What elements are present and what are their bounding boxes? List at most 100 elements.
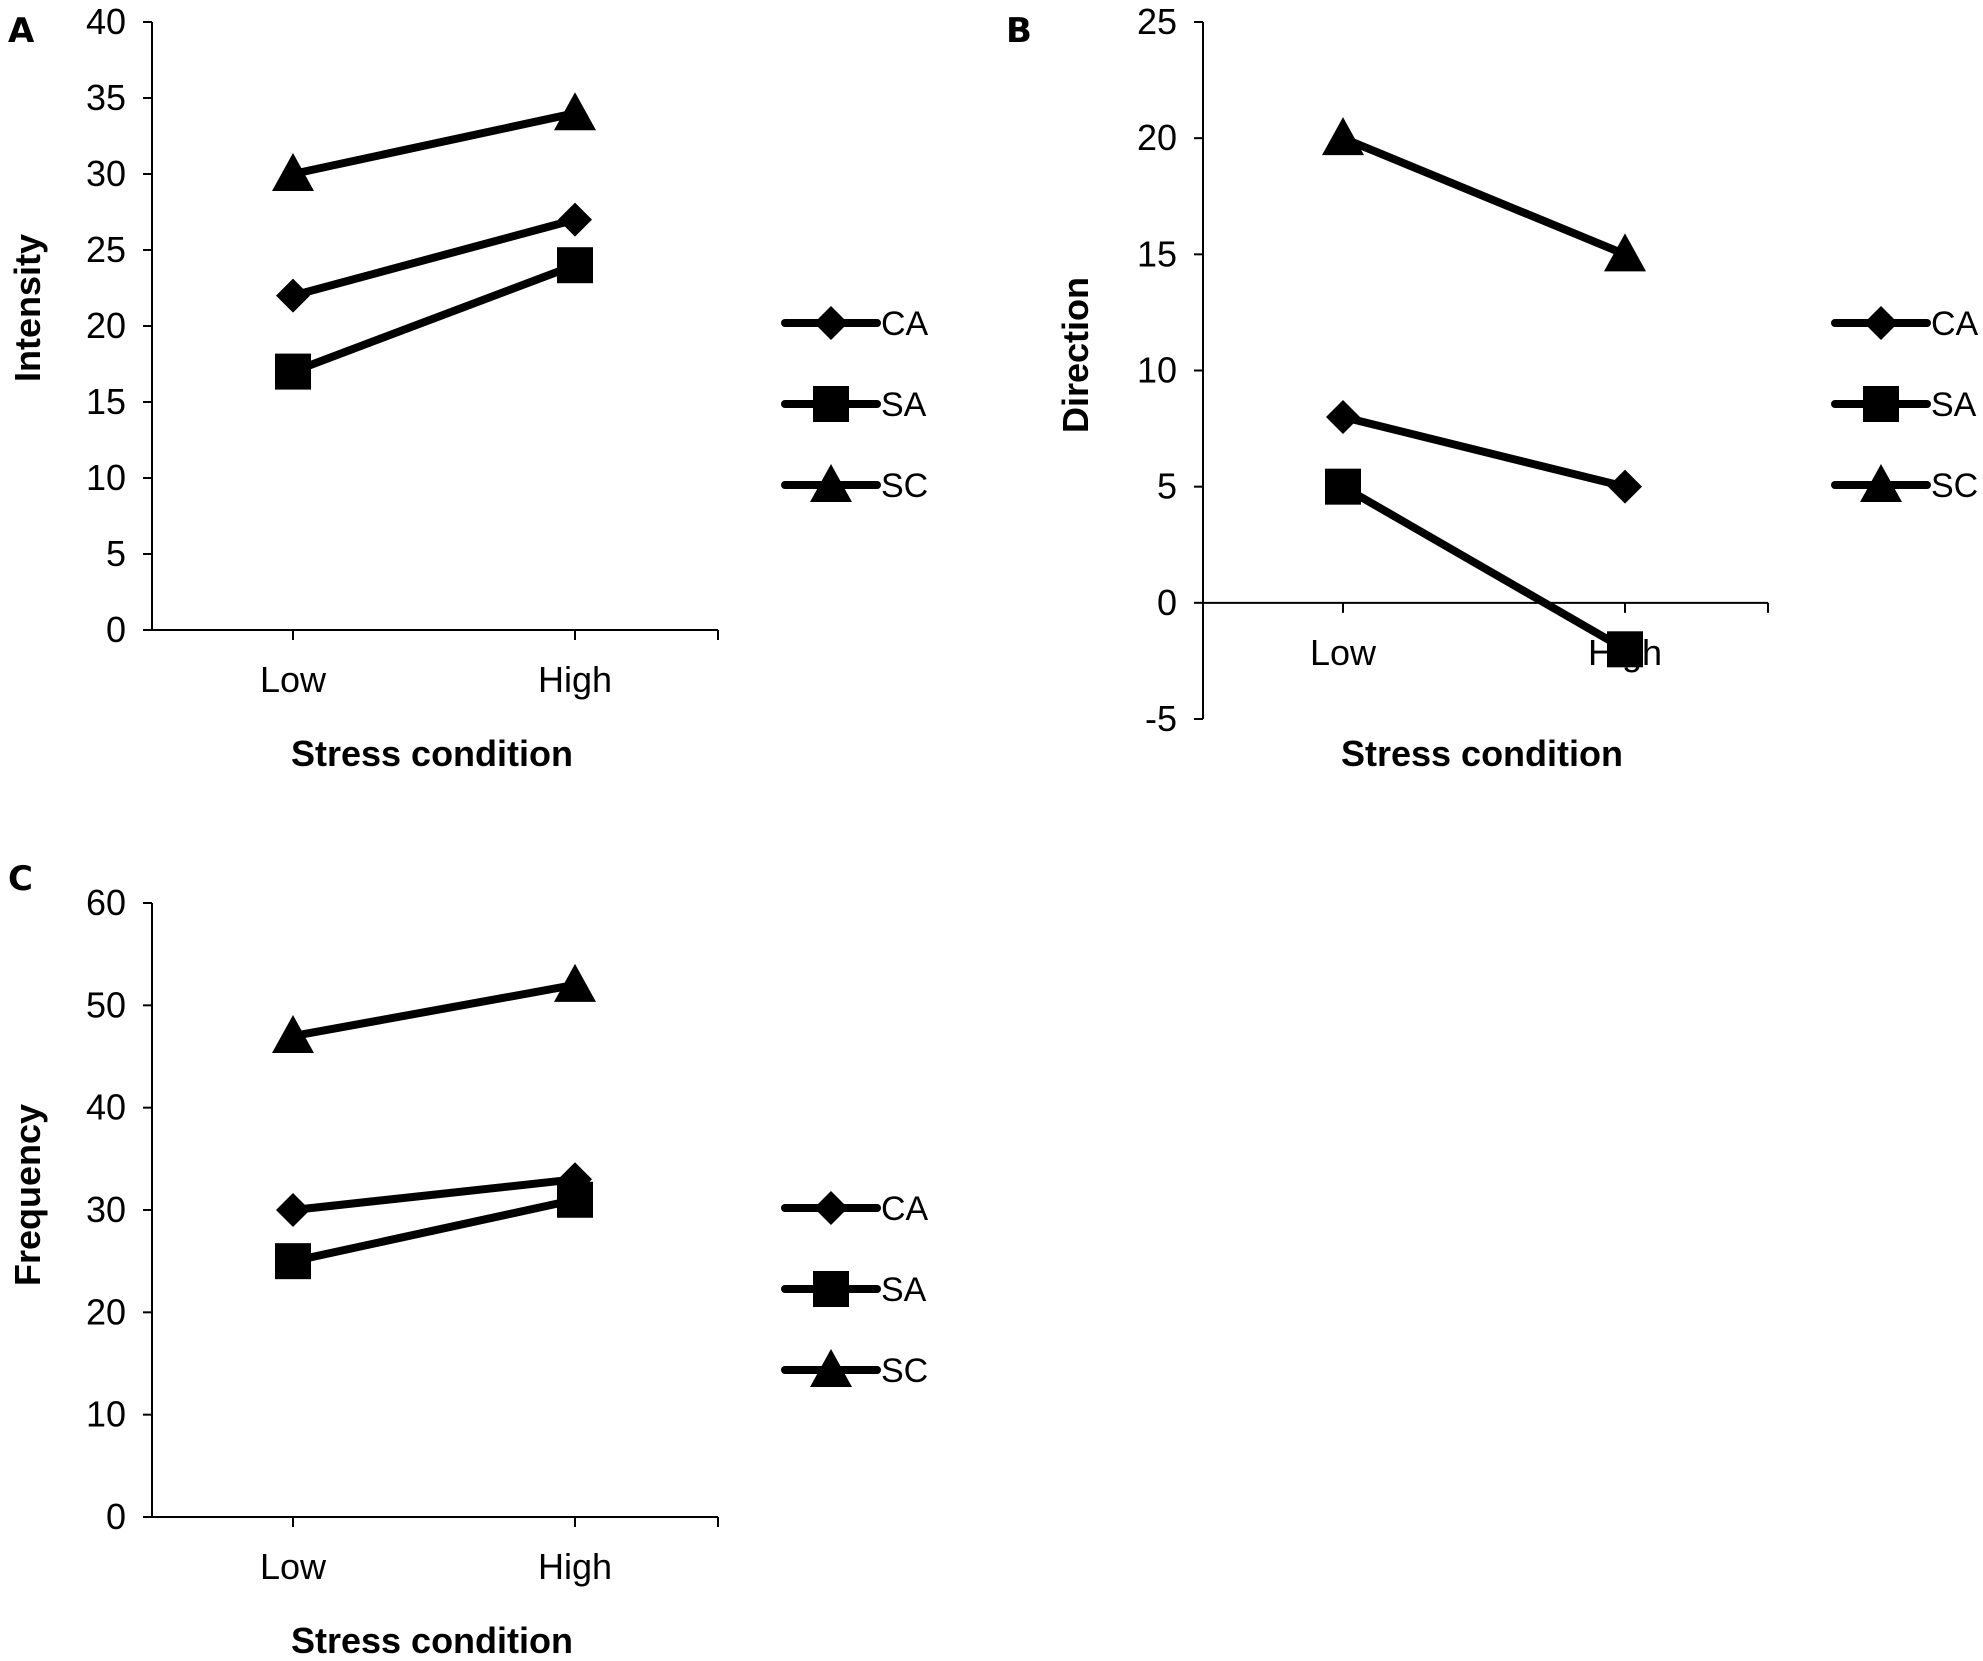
- panel-b-line-ca: [1339, 412, 1629, 491]
- panel-b-legend-label-ca: CA: [1931, 305, 1979, 343]
- panel-a-point-sa-high: [557, 247, 593, 284]
- panel-a-x-tick-label-low: Low: [260, 659, 327, 700]
- panel-a-series-sa: [275, 247, 593, 390]
- panel-b-y-tick-label: 15: [1137, 233, 1177, 274]
- panel-c-y-tick-label: 10: [86, 1394, 126, 1435]
- panel-a-y-ticks: 0 5 10 15 20 25 30 35 40: [86, 1, 152, 650]
- panel-b-x-axis-title: Stress condition: [1341, 733, 1623, 774]
- panel-c-y-axis-title: Frequency: [7, 1104, 48, 1286]
- panel-a-line-sa: [289, 261, 579, 376]
- panel-a-series-sc: [272, 92, 596, 191]
- panel-c-letter: C: [8, 859, 33, 899]
- panel-b-y-tick-label: -5: [1145, 698, 1177, 739]
- panel-a-legend-marker-sa: [813, 386, 849, 422]
- panel-c-legend-marker-sa: [813, 1271, 849, 1307]
- panel-a-y-tick-label: 10: [86, 457, 126, 498]
- panel-b-y-tick-label: 10: [1137, 350, 1177, 391]
- panel-c-point-sa-low: [275, 1243, 311, 1280]
- panel-a-axes: [151, 22, 718, 631]
- panel-b-legend-item-sc[interactable]: SC: [1831, 464, 1978, 505]
- panel-c-line-sc: [289, 980, 579, 1041]
- panel-a-y-tick-label: 30: [86, 153, 126, 194]
- panel-b-point-ca-low: [1326, 399, 1360, 434]
- panel-c-legend-marker-sc: [810, 1349, 852, 1387]
- panel-a-line-sc: [289, 109, 579, 178]
- panel-a-y-tick-label: 25: [86, 229, 126, 270]
- panel-c-y-tick-label: 50: [86, 984, 126, 1025]
- panel-b-y-axis-title: Direction: [1055, 277, 1096, 433]
- panel-b-legend-marker-sa: [1863, 386, 1899, 422]
- panel-c-line-ca: [289, 1175, 579, 1214]
- panel-b-legend-item-sa[interactable]: SA: [1831, 386, 1977, 424]
- panel-c-y-tick-label: 0: [106, 1496, 126, 1537]
- panel-b-legend-marker-sc: [1860, 464, 1902, 502]
- panel-c-series-sa: [275, 1181, 593, 1280]
- panel-c-legend-item-sc[interactable]: SC: [781, 1349, 928, 1390]
- panel-c-legend[interactable]: CA SA SC: [781, 1190, 929, 1390]
- panel-c-chart: C Frequency Stress condition 0 10 20 30 40 50…: [7, 859, 929, 1661]
- panel-a-series-ca: [276, 202, 592, 313]
- panel-c-point-sc-high: [554, 963, 596, 1002]
- panel-b-line-sa: [1339, 482, 1629, 654]
- panel-c-legend-marker-ca: [814, 1191, 848, 1225]
- panel-a-legend-label-sa: SA: [881, 386, 927, 424]
- panel-c-series: [272, 963, 596, 1280]
- panel-c-series-sc: [272, 963, 596, 1054]
- panel-c-x-tick-label-high: High: [538, 1546, 612, 1587]
- panel-a-letter: A: [8, 11, 35, 51]
- panel-a-y-tick-label: 20: [86, 305, 126, 346]
- panel-b-point-sc-high: [1604, 233, 1646, 272]
- panel-a-y-tick-label: 35: [86, 77, 126, 118]
- panel-c-axes: [151, 903, 718, 1518]
- panel-c-legend-label-sc: SC: [881, 1352, 928, 1390]
- panel-b-legend-label-sc: SC: [1931, 467, 1978, 505]
- panel-a-x-axis-title: Stress condition: [291, 733, 573, 774]
- panel-c-y-tick-label: 30: [86, 1189, 126, 1230]
- panel-b-legend-label-sa: SA: [1931, 386, 1977, 424]
- panel-a-y-axis-title: Intensity: [7, 234, 48, 382]
- panel-a-line-ca: [289, 215, 579, 300]
- panel-b-point-ca-high: [1608, 469, 1642, 504]
- panel-b-legend-item-ca[interactable]: CA: [1831, 305, 1979, 343]
- panel-a-series: [272, 92, 596, 390]
- panel-c-x-axis-title: Stress condition: [291, 1620, 573, 1661]
- panel-c-point-sc-low: [272, 1015, 314, 1054]
- panel-a-legend-item-sc[interactable]: SC: [781, 464, 928, 505]
- panel-a-point-ca-high: [558, 202, 592, 237]
- panel-c-legend-label-ca: CA: [881, 1190, 929, 1228]
- panel-b-legend-marker-ca: [1864, 306, 1898, 340]
- panel-c-line-sa: [289, 1195, 579, 1266]
- panel-b-point-sa-high: [1607, 631, 1643, 668]
- panel-c-x-ticks: Low High: [260, 1517, 719, 1587]
- panel-a-y-tick-label: 0: [106, 609, 126, 650]
- panel-b-legend[interactable]: CA SA SC: [1831, 305, 1979, 505]
- panel-b-series-sa: [1325, 468, 1643, 668]
- panel-b-point-sc-low: [1322, 117, 1364, 156]
- panel-b-letter: B: [1006, 11, 1032, 51]
- panel-b-x-tick-label-low: Low: [1310, 632, 1377, 673]
- panel-c-legend-item-sa[interactable]: SA: [781, 1271, 927, 1309]
- panel-c-series-ca: [276, 1162, 592, 1227]
- panel-a-x-ticks: Low High: [260, 630, 719, 700]
- panel-b-y-tick-label: 0: [1157, 582, 1177, 623]
- panel-a-legend-label-sc: SC: [881, 467, 928, 505]
- panel-a-chart: A Intensity Stress condition 0 5 10 15 20 25 3…: [7, 1, 929, 774]
- panel-b-axes: [1202, 22, 1768, 719]
- panel-b-chart: B Direction Stress condition -5 0 5 10 15 20 2…: [1006, 1, 1979, 774]
- panel-a-y-tick-label: 15: [86, 381, 126, 422]
- panel-c-y-ticks: 0 10 20 30 40 50 60: [86, 882, 152, 1537]
- panel-a-legend-item-ca[interactable]: CA: [781, 305, 929, 343]
- panel-a-point-ca-low: [276, 278, 310, 313]
- panel-c-legend-item-ca[interactable]: CA: [781, 1190, 929, 1228]
- panel-b-series-ca: [1326, 399, 1642, 504]
- panel-b-point-sa-low: [1325, 468, 1361, 505]
- panel-a-legend-marker-ca: [814, 306, 848, 340]
- panel-a-point-sc-low: [272, 153, 314, 191]
- panel-a-x-tick-label-high: High: [538, 659, 612, 700]
- panel-b-y-tick-label: 25: [1137, 1, 1177, 42]
- panel-c-legend-label-sa: SA: [881, 1271, 927, 1309]
- panel-a-legend[interactable]: CA SA SC: [781, 305, 929, 505]
- panel-a-legend-item-sa[interactable]: SA: [781, 386, 927, 424]
